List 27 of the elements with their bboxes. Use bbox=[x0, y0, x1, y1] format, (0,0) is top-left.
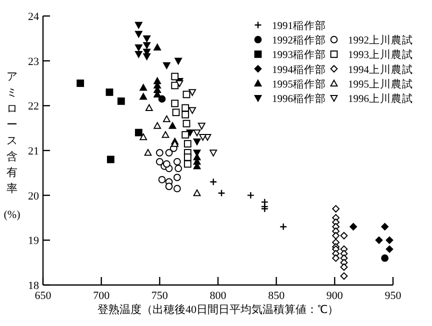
legend-label: 1994上川農試 bbox=[348, 62, 413, 76]
y-tick-label: 18 bbox=[28, 280, 40, 292]
x-tick-label: 700 bbox=[93, 290, 110, 302]
legend-label: 1995上川農試 bbox=[348, 77, 413, 90]
y-tick-label: 19 bbox=[28, 235, 40, 248]
legend-label: 1996上川農試 bbox=[348, 92, 413, 105]
y-tick-label: 23 bbox=[28, 56, 40, 68]
text: アミロース含有率(%) bbox=[4, 71, 20, 221]
x-tick-label: 650 bbox=[34, 290, 52, 302]
x-tick-label: 800 bbox=[210, 290, 227, 302]
y-tick-label: 21 bbox=[28, 146, 39, 158]
x-tick-label: 850 bbox=[268, 290, 286, 302]
legend-label: 1992上川農試 bbox=[348, 34, 413, 47]
x-tick-label: 900 bbox=[326, 290, 344, 302]
legend-label: 1993上川農試 bbox=[348, 48, 413, 62]
x-tick-label: 750 bbox=[151, 290, 168, 302]
y-tick-label: 22 bbox=[28, 100, 39, 113]
y-tick-label: 20 bbox=[28, 190, 40, 202]
legend-label: 1995稲作部 bbox=[272, 77, 326, 90]
legend-label: 1992稲作部 bbox=[272, 34, 326, 47]
x-tick-label: 950 bbox=[384, 290, 402, 302]
legend-label: 1996稲作部 bbox=[272, 92, 326, 105]
legend-label: 1991稲作部 bbox=[272, 19, 326, 32]
y-tick-label: 24 bbox=[28, 11, 40, 23]
legend-label: 1994稲作部 bbox=[272, 62, 326, 76]
x-axis-title: 登熟温度（出穂後40日間日平均気温積算値：℃） bbox=[98, 303, 338, 316]
legend-label: 1993稲作部 bbox=[272, 48, 326, 62]
